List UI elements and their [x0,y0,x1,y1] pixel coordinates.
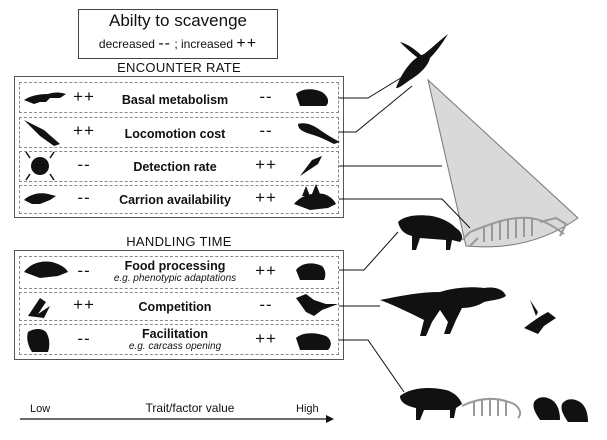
pterosaur-icon [24,120,60,146]
encounter-rate-title: ENCOUNTER RATE [117,60,241,75]
carrion-availability-left-sign: -- [77,188,91,207]
bird-icon [300,156,322,176]
legend-decreased-label: decreased [98,37,155,51]
legend-title: Abilty to scavenge [109,11,247,30]
food-processing-left-sign: -- [77,261,91,280]
connector-basal-metabolism [339,75,405,99]
legend-decreased-symbol: -- [158,35,171,52]
locomotion-cost-right-sign: -- [259,121,273,140]
shark-icon [24,261,68,278]
badger-icon [296,333,331,350]
basal-metabolism-label: Basal metabolism [121,93,229,107]
soaring-bird-icon [396,34,448,88]
bottom-vulture-2-icon [561,399,588,422]
carrion-availability-label: Carrion availability [119,193,231,207]
bottom-hyena-icon [400,388,462,420]
row-detection-rate [19,151,339,182]
facilitation-right-sign: ++ [255,329,277,348]
pterosaur-right-icon [524,300,556,334]
competition-label: Competition [138,300,212,314]
competition-right-sign: -- [259,295,273,314]
facilitation-sublabel: e.g. carcass opening [128,341,222,352]
handling-time-title: HANDLING TIME [126,234,232,249]
crocodile-icon [24,92,66,104]
flying-bird-icon [28,298,50,318]
locomotion-cost-label: Locomotion cost [124,127,226,141]
facilitation-left-sign: -- [77,329,91,348]
theropod-icon [380,287,506,336]
legend-box [78,9,278,59]
connector-food-processing [339,231,399,271]
basal-metabolism-left-sign: ++ [73,87,95,106]
food-processing-right-sign: ++ [255,261,277,280]
competition-left-sign: ++ [73,295,95,314]
bottom-vulture-1-icon [533,397,560,420]
vulture-icon [27,329,50,352]
legend-increased-label: increased [181,37,234,51]
beetle-icon [25,151,55,181]
hyena-icon [398,215,463,250]
stegosaur-icon [294,184,336,210]
row-food-processing [19,256,339,289]
small-dinosaur-icon [24,193,56,204]
detection-rate-left-sign: -- [77,155,91,174]
legend-increased-symbol: ++ [236,35,258,52]
mammal-icon [296,89,329,106]
locomotion-cost-left-sign: ++ [73,121,95,140]
axis-high-label: High [296,403,319,415]
handling-time-panel [14,250,344,360]
food-processing-sublabel: e.g. phenotypic adaptations [113,273,237,284]
food-processing-label: Food processing [124,259,226,273]
axis-low-label: Low [30,403,51,415]
connector-locomotion-cost [339,85,413,133]
theropod-small-icon [296,294,338,316]
carrion-availability-right-sign: ++ [255,188,277,207]
basal-metabolism-right-sign: -- [259,87,273,106]
row-carrion-availability [19,185,339,214]
connector-facilitation [339,339,405,393]
row-basal-metabolism [19,82,339,113]
detection-rate-label: Detection rate [133,160,217,174]
row-facilitation [19,324,339,355]
detection-rate-right-sign: ++ [255,155,277,174]
detection-cone [427,78,579,248]
row-locomotion-cost [19,117,339,148]
connector-carrion-availability [339,198,471,229]
lizard-icon [298,123,340,144]
legend-separator: ; [174,37,178,51]
skeleton-in-cone-icon [461,216,568,247]
facilitation-label: Facilitation [142,327,208,341]
axis-arrow-head [326,415,334,423]
bottom-carcass-icon [461,398,522,419]
row-competition [19,292,339,321]
legend-line: decreased -- ; increased ++ [78,35,278,53]
hyena-small-icon [296,263,326,280]
axis-title: Trait/factor value [145,401,235,415]
